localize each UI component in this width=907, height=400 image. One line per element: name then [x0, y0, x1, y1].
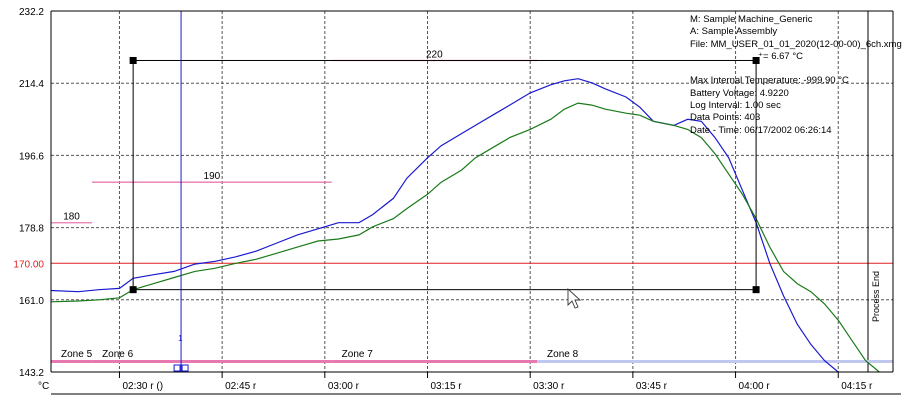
- y-tick-label: 161.0: [19, 296, 44, 307]
- zone-band: [331, 360, 538, 363]
- axes: 232.2 214.4 196.6 178.8 161.0 143.2 02:30 r ()…: [13, 7, 901, 395]
- mouse-pointer-icon: [567, 287, 582, 309]
- x-tick-label: 03:00 r: [328, 381, 360, 392]
- y-tick-label: 178.8: [19, 224, 44, 235]
- zone-label: Zone 5: [61, 349, 93, 360]
- y-tick-label: 214.4: [19, 79, 44, 90]
- zone-label: Zone 6: [102, 349, 134, 360]
- x-tick-label: 03:15 r: [431, 381, 463, 392]
- info-battery: Battery Voltage: 4.9220: [690, 87, 789, 99]
- cursor-handle-left[interactable]: [173, 364, 181, 372]
- measurement-handle[interactable]: [129, 286, 137, 294]
- overlays[interactable]: 1: [129, 11, 760, 372]
- zone-setpoint-label: 220: [426, 49, 443, 60]
- x-tick-label: 02:30 r (): [122, 381, 163, 392]
- zone-band: [537, 360, 893, 363]
- measurement-box[interactable]: [132, 59, 757, 291]
- series-line: [50, 78, 839, 373]
- info-panel: M: Sample Machine_Generic A: Sample Asse…: [690, 14, 902, 137]
- y-tick-label: 143.2: [19, 368, 44, 379]
- x-tick-label: 02:45 r: [225, 381, 257, 392]
- info-date-time: Date - Time: 06/17/2002 06:26:14: [690, 124, 832, 136]
- info-log-interval: Log Interval: 1.00 sec: [690, 100, 781, 112]
- process-end-label: Process End: [871, 271, 881, 322]
- zone-band: [51, 360, 93, 363]
- series-line: [50, 102, 880, 373]
- x-tick-label: 04:15 r: [841, 381, 873, 392]
- y-tick-label: 232.2: [19, 7, 44, 18]
- series-lines: [50, 78, 880, 373]
- zone-setpoint-label: 190: [204, 171, 221, 182]
- x-tick-label: 04:00 r: [739, 381, 771, 392]
- x-tick-label: 03:45 r: [636, 381, 668, 392]
- y-tick-label: 196.6: [19, 151, 44, 162]
- measurement-handle[interactable]: [129, 56, 137, 64]
- measurement-handle[interactable]: [752, 286, 760, 294]
- grid: [51, 11, 893, 372]
- info-file: File: MM_USER_01_01_2020(12-00-00)_6ch.x…: [690, 38, 902, 50]
- cursor-label: 1: [178, 334, 183, 343]
- info-spacer: [690, 63, 902, 75]
- measurement-handle[interactable]: [752, 56, 760, 64]
- info-delta: ⁺= 6.67 °C: [758, 50, 803, 62]
- cursor-handle-right[interactable]: [181, 364, 189, 372]
- zone-label: Zone 7: [342, 349, 374, 360]
- info-assembly: A: Sample Assembly: [690, 26, 778, 38]
- y-unit-label: °C: [38, 381, 49, 392]
- zone-bands: Zone 5 180 Zone 6 190 Zone 7 220 Zone 8: [51, 49, 893, 363]
- zone-label: Zone 8: [547, 349, 579, 360]
- info-data-points: Data Points: 403: [690, 112, 761, 124]
- info-max-temp: Max Internal Temperature: -999.90 °C: [690, 75, 849, 87]
- zone-band: [92, 360, 332, 363]
- x-tick-label: 03:30 r: [533, 381, 565, 392]
- info-machine: M: Sample Machine_Generic: [690, 14, 813, 25]
- zone-setpoint-label: 180: [63, 212, 80, 223]
- reference-line-label: 170.00: [13, 259, 44, 270]
